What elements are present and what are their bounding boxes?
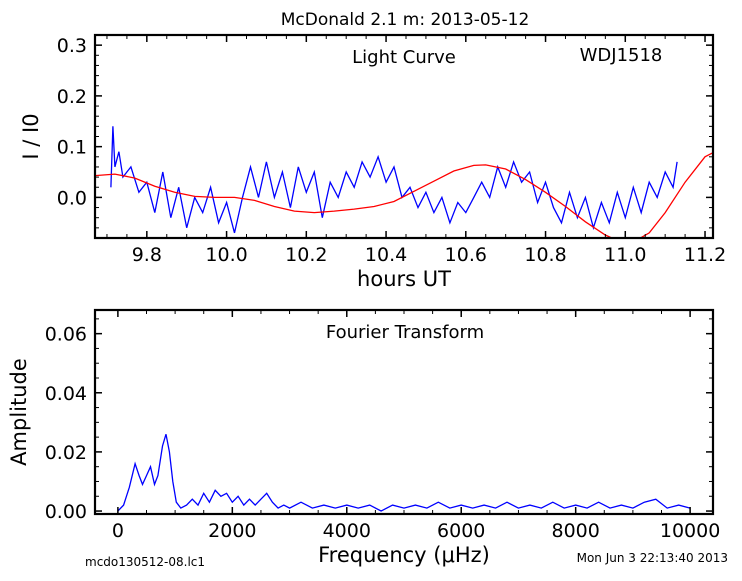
series-line-0 [117, 434, 691, 512]
y-tick-label: 0.3 [57, 35, 87, 57]
y-tick-label: 0.04 [45, 383, 87, 405]
x-tick-label: 0 [112, 520, 124, 542]
x-tick-label: 2000 [208, 520, 256, 542]
x-tick-label: 6000 [437, 520, 485, 542]
figure-title: McDonald 2.1 m: 2013-05-12 [281, 10, 530, 30]
x-tick-label: 10.2 [285, 244, 327, 266]
x-tick-label: 11.0 [604, 244, 646, 266]
y-tick-label: 0.2 [57, 86, 87, 108]
y-tick-label: 0.02 [45, 442, 87, 464]
light-curve-panel: 9.8 10.0 10.2 10.4 10.6 10.8 11.0 11.2 0.0 0.1 0.2… [19, 33, 726, 291]
y-tick-label: 0.06 [45, 324, 87, 346]
footer-right-label: Mon Jun 3 22:13:40 2013 [577, 551, 728, 565]
object-annotation: WDJ1518 [580, 45, 663, 66]
x-axis-label: Frequency (μHz) [318, 543, 490, 567]
footer-left-label: mcdo130512-08.lc1 [85, 555, 205, 569]
panel-title: Fourier Transform [326, 322, 484, 343]
x-tick-label: 8000 [551, 520, 599, 542]
panel-title: Light Curve [352, 47, 456, 68]
x-tick-label: 10.4 [365, 244, 407, 266]
y-tick-label: 0.0 [57, 187, 87, 209]
x-tick-label: 10000 [660, 520, 720, 542]
x-tick-label: 9.8 [132, 244, 162, 266]
x-tick-label: 11.2 [684, 244, 726, 266]
x-tick-label: 4000 [323, 520, 371, 542]
x-axis-label: hours UT [357, 267, 451, 291]
x-tick-label: 10.8 [524, 244, 566, 266]
fourier-transform-panel: 0 2000 4000 6000 8000 10000 0.00 0.02 0.04 0.06 Fr… [7, 308, 720, 567]
series-line-0 [110, 126, 678, 234]
series-line-1 [95, 152, 713, 238]
y-axis-label: Amplitude [7, 358, 31, 466]
x-tick-label: 10.0 [205, 244, 247, 266]
x-tick-label: 10.6 [445, 244, 487, 266]
y-tick-label: 0.00 [45, 501, 87, 523]
y-axis-label: I / I0 [19, 113, 43, 159]
y-tick-label: 0.1 [57, 137, 87, 159]
